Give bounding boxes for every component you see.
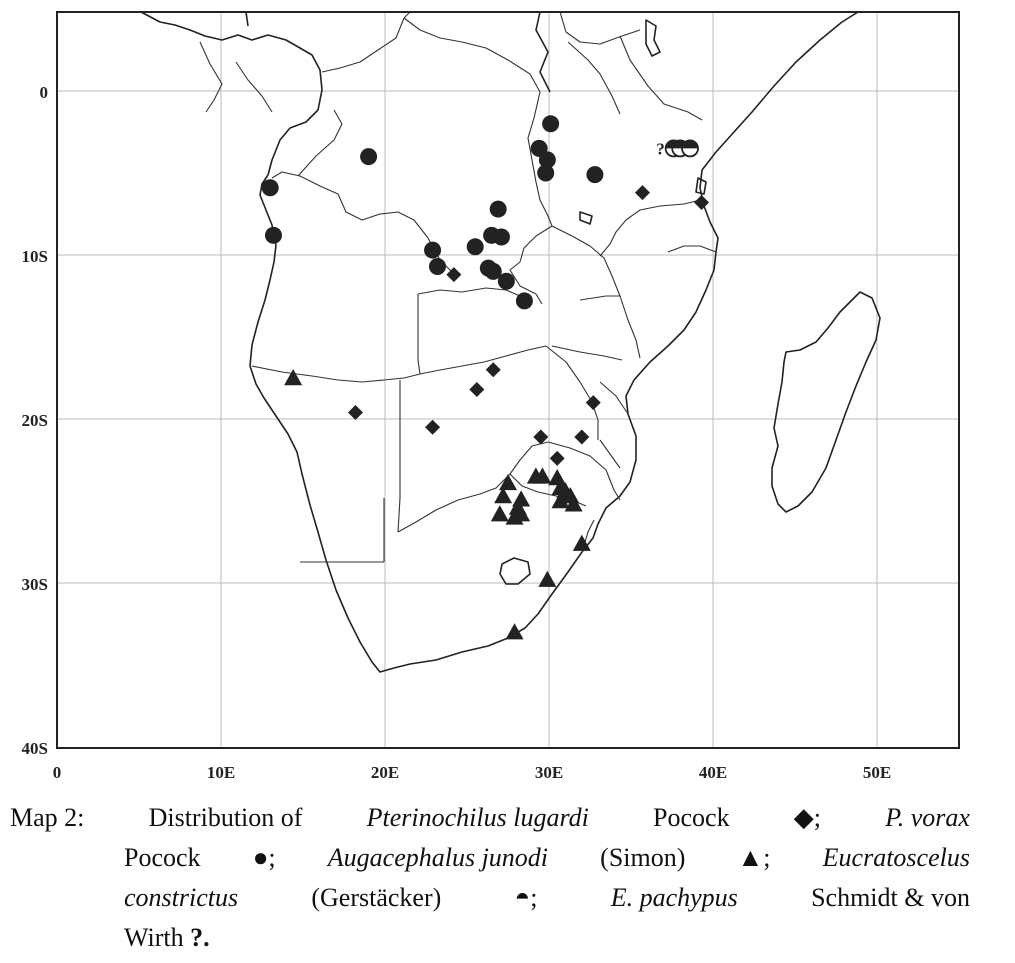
caption-text-distribution: Distribution of (148, 803, 303, 832)
junodi-record-marker (490, 505, 509, 522)
junodi-record-marker (505, 623, 524, 640)
junodi-record-marker (494, 487, 513, 504)
junodi-record-marker (548, 469, 567, 486)
junodi-record-marker (533, 467, 552, 484)
circle-icon: ●; (252, 843, 276, 872)
junodi-record-marker (284, 369, 303, 386)
lugardi-record-marker (634, 185, 650, 201)
vorax-record-marker (484, 262, 502, 280)
vorax-record-marker (360, 148, 378, 166)
constrictus-record-marker-fill (682, 140, 699, 149)
caption-species-constrictus: constrictus (124, 883, 239, 912)
vorax-record-marker (537, 164, 555, 182)
question-mark-icon: ?. (190, 923, 210, 952)
junodi-record-marker (512, 505, 531, 522)
vorax-record-marker (424, 241, 442, 259)
vorax-record-marker (466, 238, 484, 256)
map-frame (56, 11, 960, 749)
lugardi-record-marker (574, 429, 590, 445)
caption-author-5: Schmidt & von (811, 883, 970, 912)
vorax-record-marker (538, 151, 556, 169)
vorax-record-marker (586, 166, 604, 184)
africa-coastline (140, 11, 881, 673)
half-circle-icon: ◓; (514, 883, 538, 912)
caption-species-pachypus: E. pachypus (610, 883, 738, 912)
caption-genus-eucratoscelus: Eucratoscelus (822, 843, 970, 872)
caption-label: Map 2: (10, 803, 85, 832)
caption-author-5b: Wirth (124, 923, 184, 952)
y-tick-10s: 10S (22, 247, 48, 266)
caption-author-1: Pocock (653, 803, 730, 832)
junodi-record-marker (572, 534, 591, 551)
junodi-record-marker (551, 492, 570, 509)
y-tick-40s: 40S (22, 739, 48, 758)
caption-author-2: Pocock (124, 843, 201, 872)
lugardi-record-marker (485, 362, 501, 378)
y-tick-0: 0 (40, 83, 49, 102)
caption-author-3: (Simon) (600, 843, 686, 872)
caption-line-2: Pocock ●; Augacephalus junodi (Simon) ▲;… (10, 838, 970, 878)
junodi-record-marker (564, 495, 583, 512)
junodi-record-marker (499, 473, 517, 491)
x-axis-ticks: 0 10E 20E 30E 40E 50E (53, 763, 891, 782)
lugardi-record-marker (694, 195, 710, 211)
vorax-record-marker (542, 115, 560, 133)
y-axis-ticks: 0 10S 20S 30S 40S (22, 83, 48, 758)
caption-species-vorax: P. vorax (885, 803, 970, 832)
vorax-record-marker (428, 257, 446, 275)
triangle-icon: ▲; (737, 843, 771, 872)
y-tick-20s: 20S (22, 411, 48, 430)
lugardi-record-marker (347, 404, 363, 420)
caption-author-4: (Gerstäcker) (311, 883, 442, 912)
lugardi-record-marker (469, 381, 485, 397)
vorax-record-marker (515, 292, 533, 310)
lugardi-record-marker (585, 395, 601, 411)
lugardi-record-marker (446, 267, 462, 283)
caption-line-1: Map 2: Distribution of Pterinochilus lug… (10, 798, 970, 838)
distribution-map: 0 10E 20E 30E 40E 50E 0 10S 20S 30S 40S … (22, 11, 960, 782)
vorax-record-marker (489, 200, 507, 218)
y-tick-30s: 30S (22, 575, 48, 594)
record-markers: ? (261, 115, 710, 640)
pachypus-record-marker: ? (656, 139, 665, 158)
country-borders (199, 11, 717, 563)
vorax-record-marker (497, 272, 515, 290)
x-tick-20e: 20E (371, 763, 399, 782)
caption-line-3: constrictus (Gerstäcker) ◓; E. pachypus … (10, 878, 970, 918)
caption-species-lugardi: Pterinochilus lugardi (366, 803, 589, 832)
diamond-icon: ◆; (793, 803, 822, 832)
vorax-record-marker (492, 228, 510, 246)
lugardi-record-marker (425, 419, 441, 435)
x-tick-40e: 40E (699, 763, 727, 782)
junodi-record-marker (538, 570, 557, 587)
x-tick-30e: 30E (535, 763, 563, 782)
lugardi-record-marker (549, 450, 565, 466)
x-tick-50e: 50E (863, 763, 891, 782)
lugardi-record-marker (533, 429, 549, 445)
vorax-record-marker (261, 179, 279, 197)
grid-lines (57, 12, 959, 748)
x-tick-10e: 10E (207, 763, 235, 782)
map-caption: Map 2: Distribution of Pterinochilus lug… (10, 798, 970, 958)
caption-line-4: Wirth ?. (10, 918, 970, 958)
vorax-record-marker (264, 226, 282, 244)
x-tick-0: 0 (53, 763, 62, 782)
caption-species-junodi: Augacephalus junodi (327, 843, 549, 872)
